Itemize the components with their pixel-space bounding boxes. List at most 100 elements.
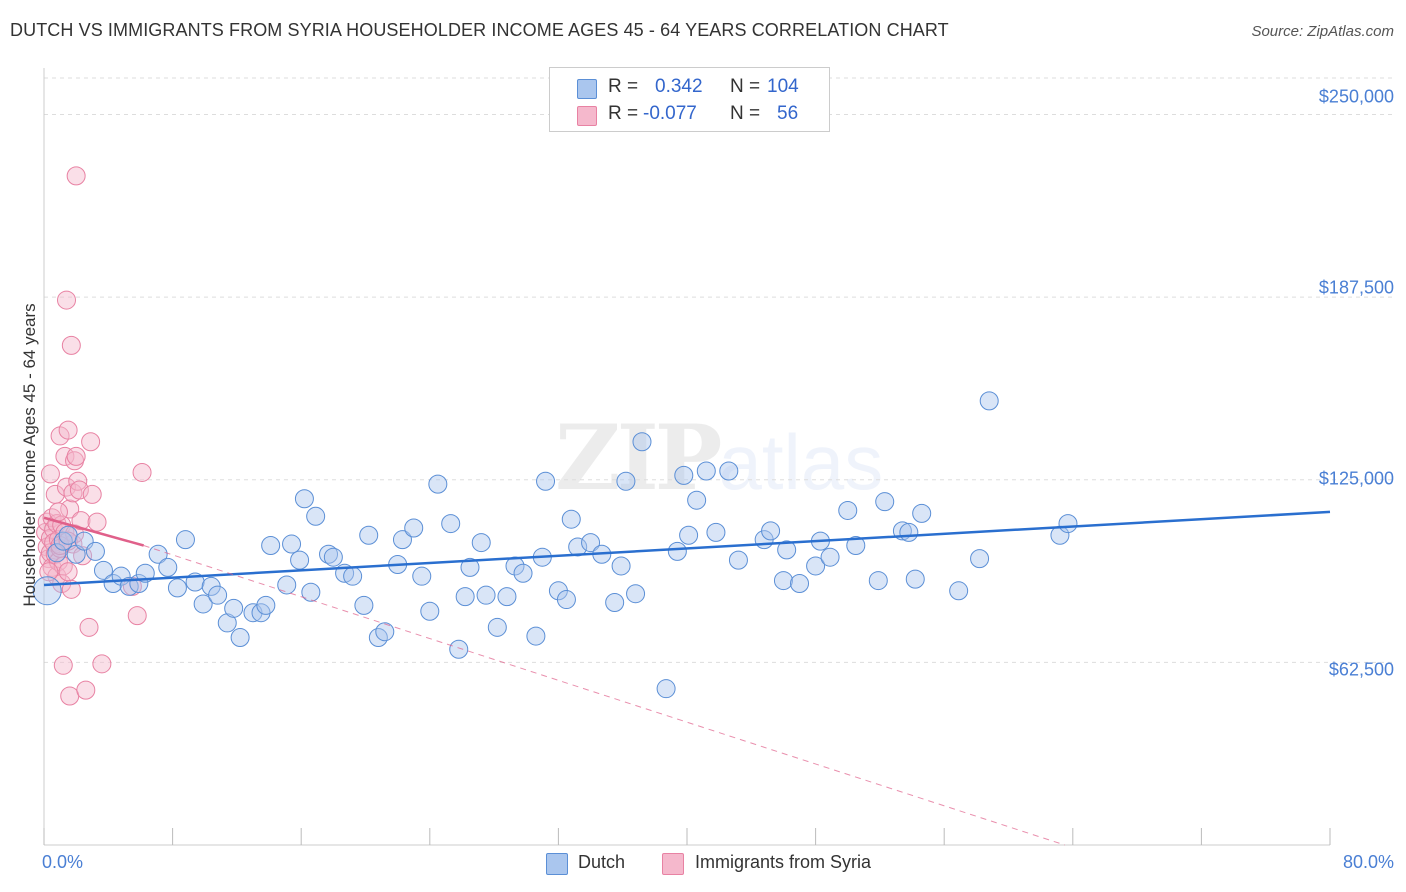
dutch-point: [282, 534, 302, 554]
dutch-point: [605, 592, 625, 612]
dutch-point: [561, 509, 581, 529]
dutch-point: [674, 465, 694, 485]
y-tick-125000: $125,000: [1318, 468, 1394, 489]
dutch-point: [420, 601, 440, 621]
dutch-point: [719, 461, 739, 481]
dutch-point: [696, 461, 716, 481]
dutch-point: [476, 585, 496, 605]
dutch-point: [224, 598, 244, 618]
dutch-point: [359, 525, 379, 545]
syria-point: [76, 680, 96, 700]
dutch-point: [404, 518, 424, 538]
dutch-point: [761, 521, 781, 541]
syria-point: [40, 464, 60, 484]
syria-point: [53, 655, 73, 675]
syria-point: [55, 446, 75, 466]
dutch-point: [568, 537, 588, 557]
dutch-point: [846, 536, 866, 556]
dutch-point: [58, 525, 78, 545]
dutch-point: [581, 533, 601, 553]
syria-point: [92, 654, 112, 674]
syria-trend-line: [43, 516, 145, 547]
dutch-point: [497, 587, 517, 607]
dutch-point: [868, 571, 888, 591]
dutch-point: [679, 525, 699, 545]
syria-point: [58, 562, 78, 582]
syria-trend-extension: [143, 545, 1065, 846]
dutch-point: [323, 547, 343, 567]
syria-point: [69, 480, 89, 500]
source-label: Source: ZipAtlas.com: [1251, 23, 1394, 40]
bottom-legend: Dutch Immigrants from Syria: [546, 852, 906, 878]
dutch-point: [899, 522, 919, 542]
legend-r-label: R =: [608, 76, 639, 97]
syria-point: [87, 512, 107, 532]
syria-point: [127, 606, 147, 626]
dutch-point: [1058, 514, 1078, 534]
dutch-point: [513, 563, 533, 583]
y-tick-187500: $187,500: [1318, 277, 1394, 298]
dutch-point: [208, 585, 228, 605]
syria-point: [60, 499, 80, 519]
syria-point: [61, 335, 81, 355]
dutch-points: [32, 391, 1078, 699]
dutch-legend-swatch: [546, 853, 568, 875]
dutch-point: [556, 590, 576, 610]
correlation-legend: R = 0.342 N = 104 R = -0.077 N = 56: [549, 67, 830, 132]
dutch-point: [47, 543, 67, 563]
dutch-point: [777, 540, 797, 560]
y-tick-250000: $250,000: [1318, 86, 1394, 107]
syria-point: [71, 511, 91, 531]
syria-point: [79, 617, 99, 637]
dutch-point: [875, 492, 895, 512]
dutch-point: [912, 503, 932, 523]
syria-point: [60, 686, 80, 706]
syria-point: [81, 432, 101, 452]
axes: [43, 68, 1331, 846]
legend-n-value: 104: [767, 76, 799, 97]
dutch-point: [412, 566, 432, 586]
dutch-point: [728, 550, 748, 570]
watermark-zip: ZIP: [555, 405, 722, 511]
dutch-point: [806, 556, 826, 576]
syria-point: [82, 484, 102, 504]
dutch-point: [428, 474, 448, 494]
syria-point: [132, 462, 152, 482]
dutch-point: [343, 566, 363, 586]
x-tick-max: 80.0%: [1342, 852, 1394, 872]
dutch-point: [471, 533, 491, 553]
dutch-point: [820, 547, 840, 567]
syria-legend-swatch: [662, 853, 684, 875]
dutch-point: [487, 617, 507, 637]
y-axis-label: Householder Income Ages 45 - 64 years: [20, 303, 39, 607]
dutch-point: [375, 622, 395, 642]
dutch-point: [667, 541, 687, 561]
syria-point: [57, 290, 77, 310]
dutch-point: [256, 595, 276, 615]
dutch-point: [449, 639, 469, 659]
dutch-point: [656, 679, 676, 699]
dutch-point: [290, 550, 310, 570]
legend-row-dutch: R = 0.342 N = 104: [550, 76, 829, 102]
dutch-point: [301, 582, 321, 602]
watermark: ZIPatlas: [555, 405, 883, 511]
watermark-atlas: atlas: [718, 418, 884, 506]
syria-legend-label: Immigrants from Syria: [695, 852, 872, 872]
syria-point: [58, 420, 78, 440]
trend-lines: [43, 510, 1331, 846]
dutch-point: [838, 500, 858, 520]
dutch-point: [148, 544, 168, 564]
dutch-point: [277, 575, 297, 595]
syria-point: [39, 562, 59, 582]
dutch-point: [193, 594, 213, 614]
dutch-point: [536, 471, 556, 491]
dutch-point: [167, 578, 187, 598]
dutch-point: [460, 557, 480, 577]
dutch-point: [85, 541, 105, 561]
dutch-point: [392, 530, 412, 550]
y-tick-62500: $62,500: [1328, 659, 1394, 680]
dutch-point: [905, 569, 925, 589]
syria-point: [66, 446, 86, 466]
legend-r-label: R =: [608, 103, 639, 124]
